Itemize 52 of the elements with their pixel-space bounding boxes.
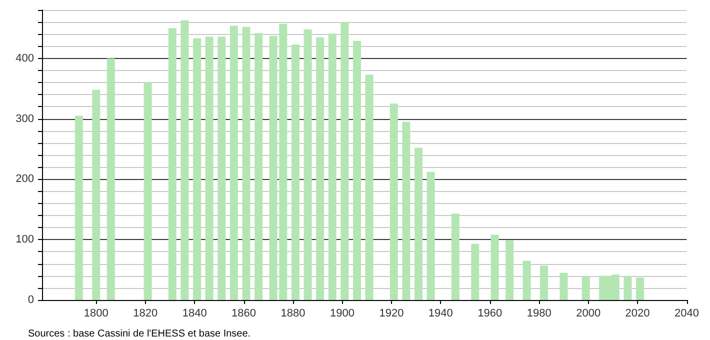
bar	[205, 36, 214, 300]
bar	[193, 38, 202, 300]
bar	[471, 244, 480, 300]
y-tick-label: 0	[28, 294, 34, 306]
bar	[506, 240, 514, 300]
x-tick-label: 1800	[84, 308, 108, 320]
bar	[254, 32, 263, 300]
x-tick-label: 1820	[133, 308, 158, 320]
bar	[316, 37, 324, 300]
bar	[582, 276, 590, 300]
x-tick-label: 1920	[379, 308, 404, 320]
bar	[522, 260, 531, 300]
bar	[490, 234, 499, 300]
bar	[624, 276, 632, 300]
bar	[218, 36, 226, 300]
x-tick-label: 1980	[526, 308, 552, 320]
y-tick-label: 100	[16, 234, 34, 246]
bar	[540, 266, 548, 300]
bar	[353, 40, 361, 300]
bar	[390, 104, 398, 300]
bar	[636, 278, 644, 300]
x-tick-label: 1840	[182, 308, 207, 320]
bar	[242, 26, 250, 300]
bar	[426, 172, 435, 300]
bar	[180, 20, 189, 300]
source-note: Sources : base Cassini de l'EHESS et base Insee.	[28, 328, 251, 340]
y-tick-label: 200	[16, 173, 34, 186]
bar	[365, 74, 374, 300]
bar	[92, 90, 100, 300]
x-tick-label: 1880	[280, 308, 306, 320]
x-tick-label: 2040	[674, 308, 700, 320]
bar	[168, 28, 176, 300]
bar	[74, 116, 83, 300]
bar	[106, 58, 115, 300]
bar	[144, 82, 152, 300]
x-tick-label: 2000	[576, 308, 601, 320]
bar	[402, 122, 410, 300]
bar	[291, 44, 300, 300]
x-tick-label: 1940	[428, 308, 453, 320]
bar	[451, 214, 460, 300]
y-tick-label: 300	[16, 112, 34, 125]
x-tick-label: 2020	[625, 308, 650, 320]
x-tick-label: 1900	[330, 308, 354, 320]
bar	[340, 22, 349, 300]
bar	[304, 29, 312, 300]
y-tick-label: 400	[16, 52, 34, 64]
bar	[414, 148, 423, 300]
bar	[560, 272, 568, 300]
bar	[328, 34, 336, 300]
x-tick-label: 1860	[232, 308, 256, 320]
bar	[230, 26, 238, 300]
x-tick-label: 1960	[478, 308, 502, 320]
